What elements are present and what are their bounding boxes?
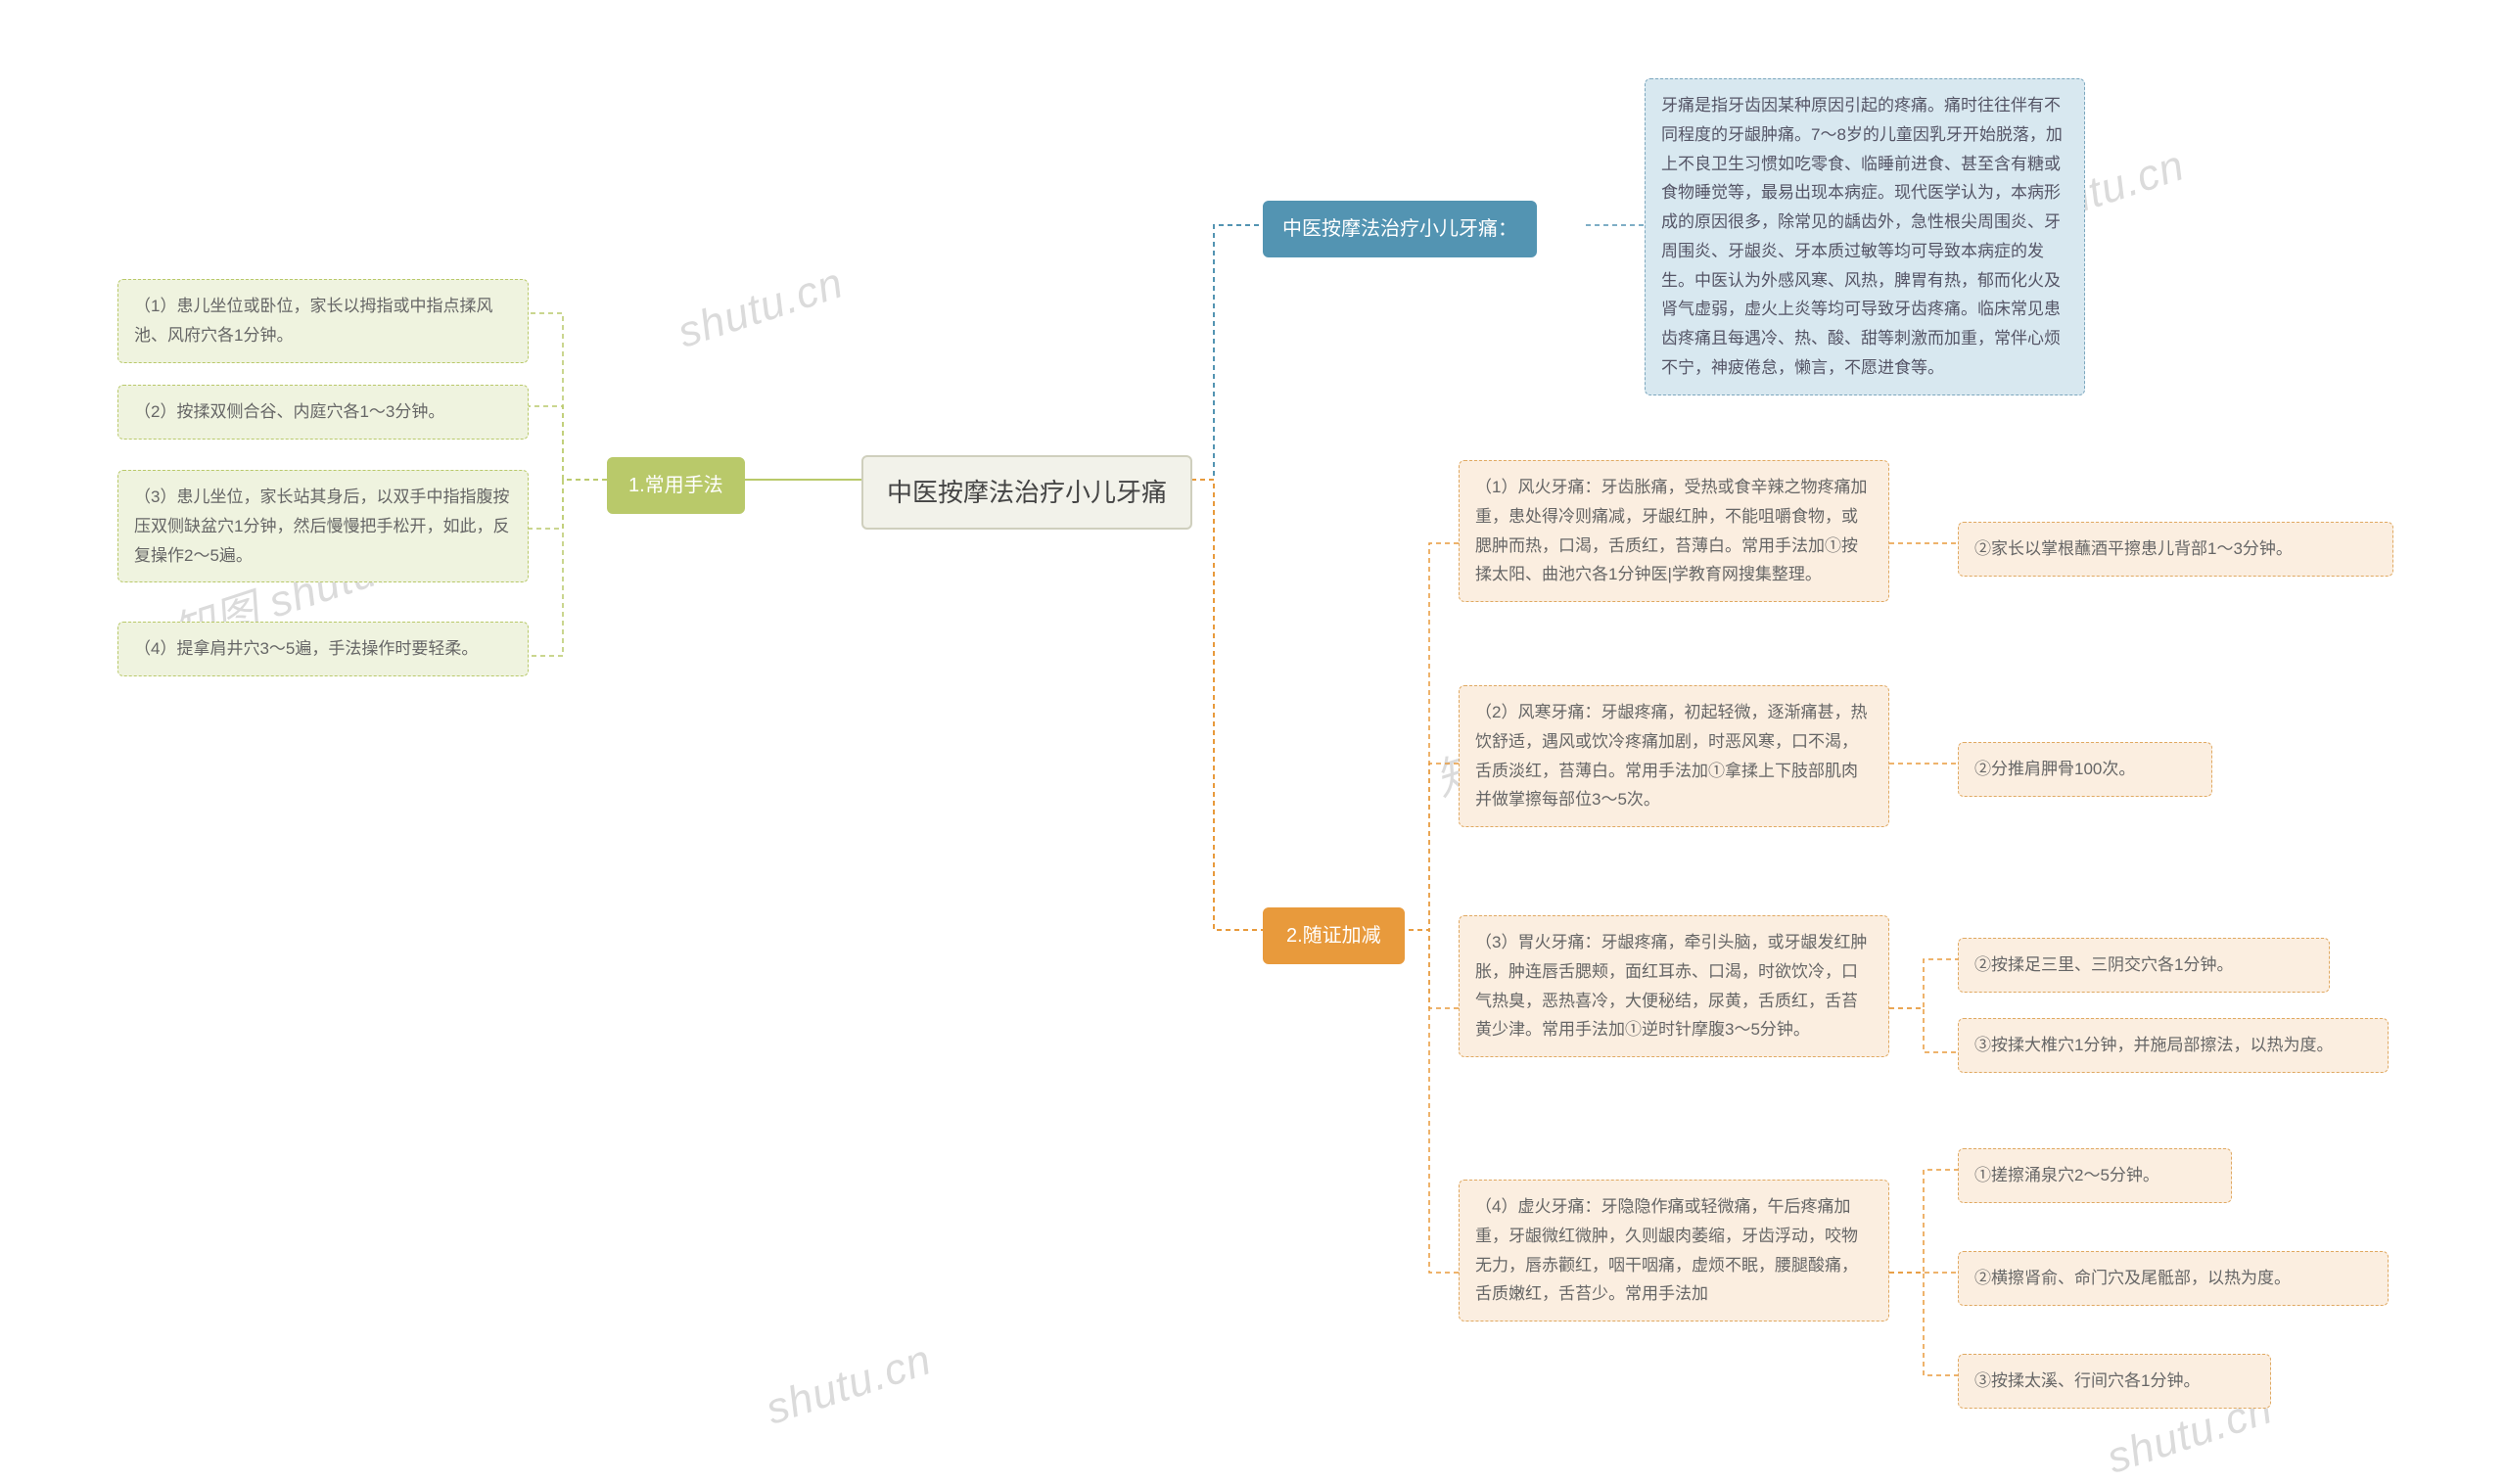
orange-leaf-4: （4）虚火牙痛：牙隐隐作痛或轻微痛，午后疼痛加重，牙龈微红微肿，久则龈肉萎缩，牙…	[1459, 1180, 1889, 1322]
orange-leaf-4-sub-3: ③按揉太溪、行间穴各1分钟。	[1958, 1354, 2271, 1409]
branch-intro: 中医按摩法治疗小儿牙痛：	[1263, 201, 1537, 257]
green-leaf-1: （1）患儿坐位或卧位，家长以拇指或中指点揉风池、风府穴各1分钟。	[117, 279, 529, 363]
branch-intro-label: 中医按摩法治疗小儿牙痛：	[1282, 218, 1517, 240]
green-leaf-2: （2）按揉双侧合谷、内庭穴各1～3分钟。	[117, 385, 529, 440]
orange-leaf-3-sub-1: ②按揉足三里、三阴交穴各1分钟。	[1958, 938, 2330, 993]
orange-leaf-1: （1）风火牙痛：牙齿胀痛，受热或食辛辣之物疼痛加重，患处得冷则痛减，牙龈红肿，不…	[1459, 460, 1889, 602]
branch-common-methods: 1.常用手法	[607, 457, 745, 514]
branch-variations-label: 2.随证加减	[1286, 925, 1381, 947]
orange-leaf-3: （3）胃火牙痛：牙龈疼痛，牵引头脑，或牙龈发红肿胀，肿连唇舌腮颊，面红耳赤、口渴…	[1459, 915, 1889, 1057]
orange-leaf-4-text: （4）虚火牙痛：牙隐隐作痛或轻微痛，午后疼痛加重，牙龈微红微肿，久则龈肉萎缩，牙…	[1475, 1197, 1858, 1303]
orange-leaf-4-sub-1: ①搓擦涌泉穴2～5分钟。	[1958, 1148, 2232, 1203]
green-leaf-3: （3）患儿坐位，家长站其身后，以双手中指指腹按压双侧缺盆穴1分钟，然后慢慢把手松…	[117, 470, 529, 582]
green-leaf-2-text: （2）按揉双侧合谷、内庭穴各1～3分钟。	[134, 402, 444, 421]
orange-leaf-2-text: （2）风寒牙痛：牙龈疼痛，初起轻微，逐渐痛甚，热饮舒适，遇风或饮冷疼痛加剧，时恶…	[1475, 703, 1867, 809]
root-node: 中医按摩法治疗小儿牙痛	[861, 455, 1192, 530]
watermark: shutu.cn	[761, 1335, 938, 1434]
green-leaf-1-text: （1）患儿坐位或卧位，家长以拇指或中指点揉风池、风府穴各1分钟。	[134, 297, 492, 345]
orange-leaf-3-sub-2-text: ③按揉大椎穴1分钟，并施局部擦法，以热为度。	[1974, 1036, 2333, 1054]
connectors	[0, 0, 2506, 1456]
intro-leaf: 牙痛是指牙齿因某种原因引起的疼痛。痛时往往伴有不同程度的牙龈肿痛。7～8岁的儿童…	[1645, 78, 2085, 395]
orange-leaf-2: （2）风寒牙痛：牙龈疼痛，初起轻微，逐渐痛甚，热饮舒适，遇风或饮冷疼痛加剧，时恶…	[1459, 685, 1889, 827]
orange-leaf-4-sub-3-text: ③按揉太溪、行间穴各1分钟。	[1974, 1371, 2200, 1390]
orange-leaf-1-sub-1-text: ②家长以掌根蘸酒平擦患儿背部1～3分钟。	[1974, 539, 2293, 558]
orange-leaf-2-sub-1: ②分推肩胛骨100次。	[1958, 742, 2212, 797]
intro-leaf-text: 牙痛是指牙齿因某种原因引起的疼痛。痛时往往伴有不同程度的牙龈肿痛。7～8岁的儿童…	[1661, 96, 2063, 377]
orange-leaf-3-text: （3）胃火牙痛：牙龈疼痛，牵引头脑，或牙龈发红肿胀，肿连唇舌腮颊，面红耳赤、口渴…	[1475, 933, 1867, 1039]
root-label: 中医按摩法治疗小儿牙痛	[887, 478, 1167, 507]
orange-leaf-3-sub-1-text: ②按揉足三里、三阴交穴各1分钟。	[1974, 955, 2233, 974]
branch-variations: 2.随证加减	[1263, 907, 1405, 964]
orange-leaf-1-text: （1）风火牙痛：牙齿胀痛，受热或食辛辣之物疼痛加重，患处得冷则痛减，牙龈红肿，不…	[1475, 478, 1867, 583]
green-leaf-3-text: （3）患儿坐位，家长站其身后，以双手中指指腹按压双侧缺盆穴1分钟，然后慢慢把手松…	[134, 487, 509, 565]
orange-leaf-4-sub-2: ②横擦肾俞、命门穴及尾骶部，以热为度。	[1958, 1251, 2389, 1306]
orange-leaf-3-sub-2: ③按揉大椎穴1分钟，并施局部擦法，以热为度。	[1958, 1018, 2389, 1073]
branch-common-methods-label: 1.常用手法	[628, 475, 723, 496]
orange-leaf-2-sub-1-text: ②分推肩胛骨100次。	[1974, 760, 2135, 778]
orange-leaf-1-sub-1: ②家长以掌根蘸酒平擦患儿背部1～3分钟。	[1958, 522, 2393, 577]
orange-leaf-4-sub-1-text: ①搓擦涌泉穴2～5分钟。	[1974, 1166, 2159, 1184]
watermark: shutu.cn	[673, 258, 850, 357]
green-leaf-4: （4）提拿肩井穴3～5遍，手法操作时要轻柔。	[117, 622, 529, 676]
green-leaf-4-text: （4）提拿肩井穴3～5遍，手法操作时要轻柔。	[134, 639, 478, 658]
orange-leaf-4-sub-2-text: ②横擦肾俞、命门穴及尾骶部，以热为度。	[1974, 1269, 2291, 1287]
